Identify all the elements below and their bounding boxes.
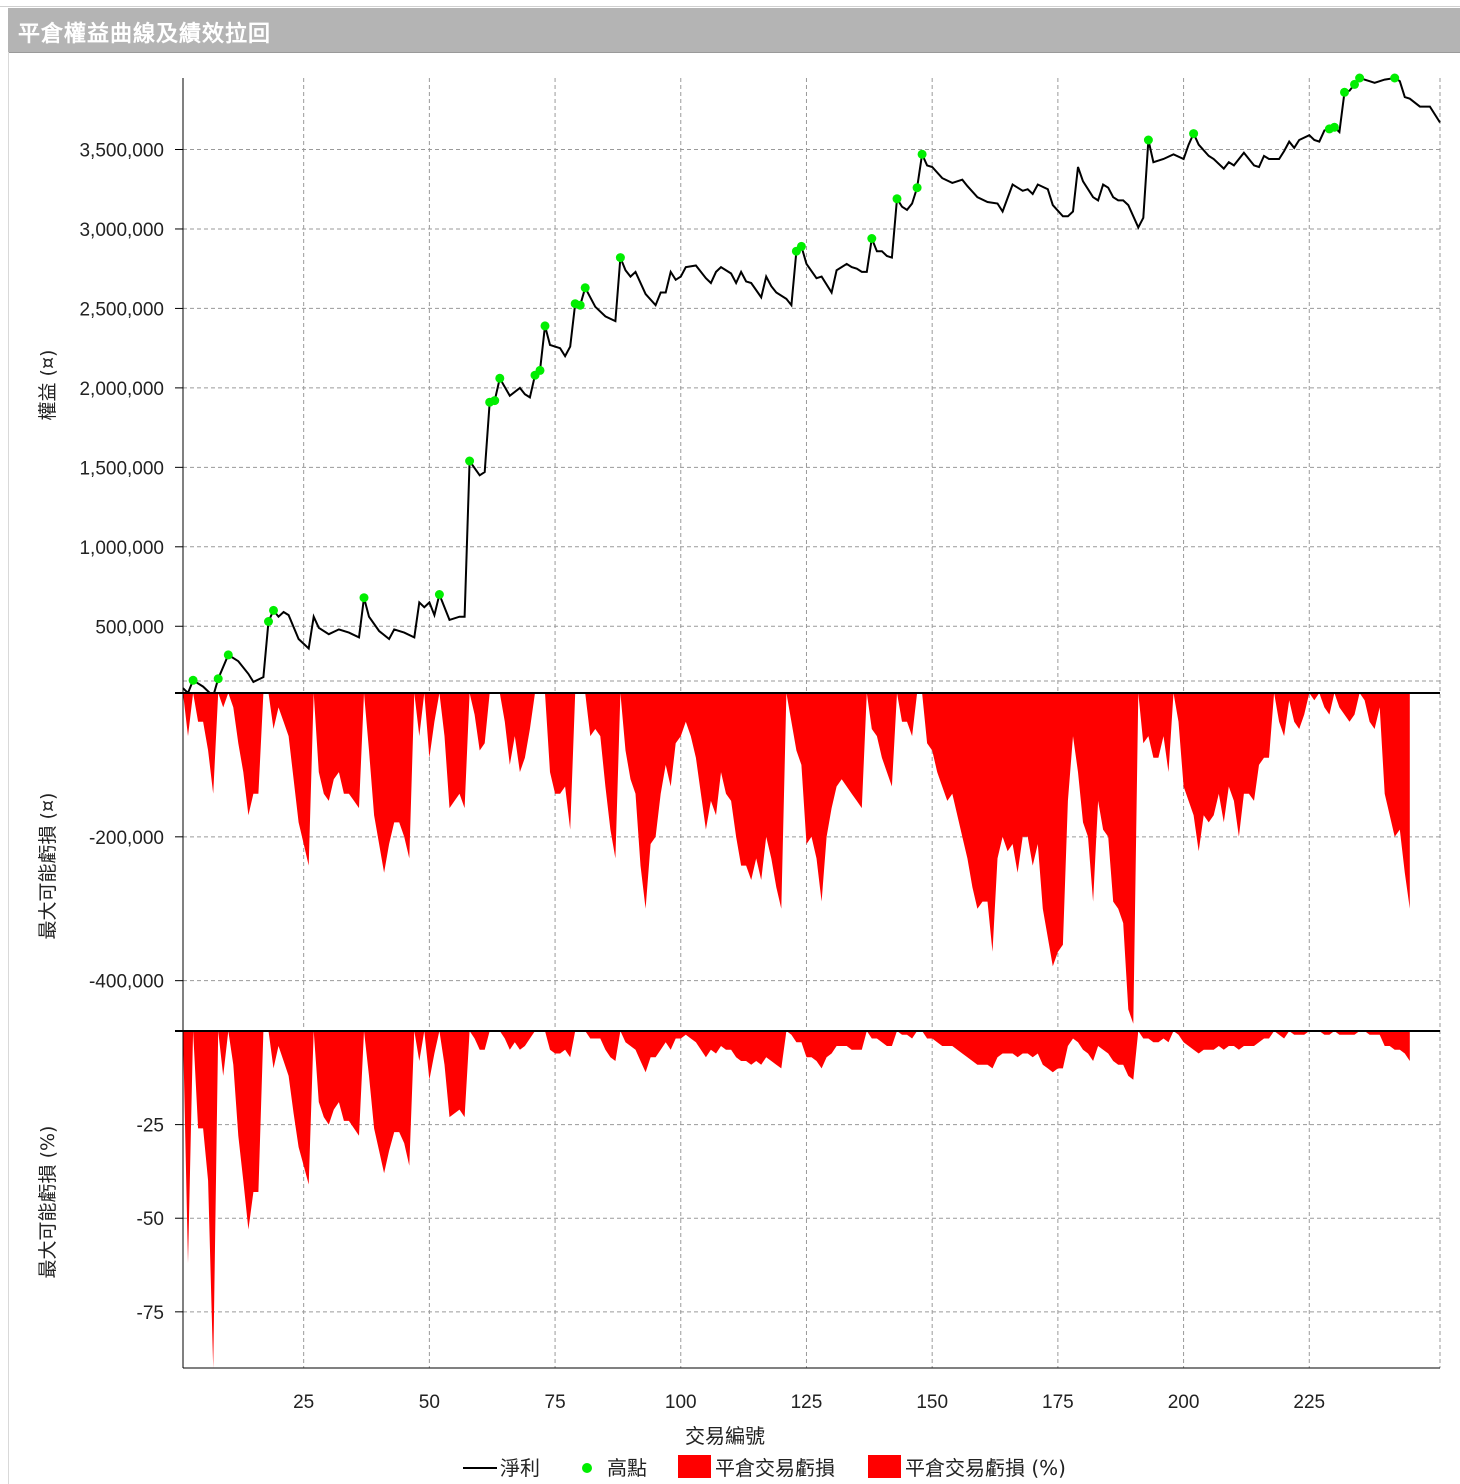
x-tick-label: 200 <box>1168 1392 1200 1413</box>
x-tick-label: 175 <box>1042 1392 1074 1413</box>
x-tick-label: 125 <box>791 1392 823 1413</box>
y-tick-label: 500,000 <box>95 617 164 638</box>
peak-point <box>540 321 550 331</box>
peak-point <box>490 396 500 406</box>
peak-point <box>1189 129 1199 139</box>
drawdown-percent-axis-label: 最大可能虧損 (%) <box>37 1126 59 1279</box>
x-tick-label: 225 <box>1293 1392 1325 1413</box>
peak-point <box>264 617 273 626</box>
y-tick-label: 2,000,000 <box>79 379 164 400</box>
drawdown-value-axis-label: 最大可能虧損 (¤) <box>37 793 59 940</box>
y-tick-label: -200,000 <box>89 828 164 849</box>
window-top-edge <box>0 0 1460 7</box>
legend: 淨利 高點 平倉交易虧損 平倉交易虧損 (%) <box>463 1455 1066 1480</box>
y-tick-label: -400,000 <box>89 972 164 993</box>
peak-point <box>615 253 625 263</box>
peak-point <box>495 373 505 383</box>
peak-point <box>359 593 369 603</box>
peak-point <box>867 234 877 243</box>
peak-point <box>917 149 927 159</box>
panel-left-border <box>8 52 9 1484</box>
x-tick-label: 25 <box>293 1392 314 1413</box>
drawdown-percent-panel <box>183 1031 1410 1368</box>
legend-item-peak: 高點 <box>607 1456 647 1480</box>
x-axis-label: 交易編號 <box>685 1424 765 1448</box>
equity-axis-label: 權益 (¤) <box>37 350 59 421</box>
peak-point <box>223 650 233 660</box>
peak-point <box>535 365 545 375</box>
peak-point <box>1350 79 1359 89</box>
peak-point <box>1143 135 1153 145</box>
x-tick-label: 100 <box>665 1392 697 1413</box>
drawdown-percent-area <box>183 1031 1410 1368</box>
legend-red-swatch-percent <box>868 1455 901 1478</box>
peak-point <box>1355 73 1365 83</box>
y-tick-label: 1,500,000 <box>79 458 164 479</box>
drawdown-value-panel <box>183 693 1410 1024</box>
peak-point <box>1340 87 1349 97</box>
axes-layer: 25 50 75 100 125 150 175 200 225 500,000 1,000,000… <box>79 78 1440 1413</box>
y-tick-label: 3,500,000 <box>79 141 164 162</box>
y-tick-label: -25 <box>137 1116 164 1137</box>
x-tick-label: 50 <box>419 1392 440 1413</box>
peak-point <box>575 300 585 310</box>
y-tick-label: 3,000,000 <box>79 220 164 241</box>
legend-item-net-profit: 淨利 <box>500 1456 540 1480</box>
peak-point <box>213 674 223 684</box>
y-tick-label: 2,500,000 <box>79 299 164 320</box>
peak-point <box>465 456 475 466</box>
x-tick-label: 150 <box>916 1392 948 1413</box>
legend-red-swatch-value <box>678 1455 711 1478</box>
peak-point <box>892 194 902 204</box>
x-tick-label: 75 <box>545 1392 566 1413</box>
drawdown-value-area <box>183 693 1410 1024</box>
peak-point <box>269 605 278 615</box>
y-tick-label: 1,000,000 <box>79 538 164 559</box>
legend-item-closed-loss-percent: 平倉交易虧損 (%) <box>905 1456 1066 1480</box>
y-tick-label: -75 <box>137 1303 164 1324</box>
legend-item-closed-loss: 平倉交易虧損 <box>715 1456 835 1480</box>
legend-dot-swatch <box>582 1463 592 1473</box>
chart-title-bar: 平倉權益曲線及績效拉回 <box>8 8 1460 53</box>
peak-point <box>796 241 806 251</box>
peak-point <box>434 590 444 599</box>
chart-title: 平倉權益曲線及績效拉回 <box>18 22 272 47</box>
peak-point <box>188 675 198 685</box>
equity-line <box>182 76 1441 699</box>
y-tick-label: -50 <box>137 1209 164 1230</box>
peak-point <box>1329 122 1339 132</box>
equity-panel <box>182 73 1441 699</box>
peak-point <box>580 283 590 293</box>
peak-point <box>912 183 922 193</box>
peak-point <box>1390 73 1400 83</box>
